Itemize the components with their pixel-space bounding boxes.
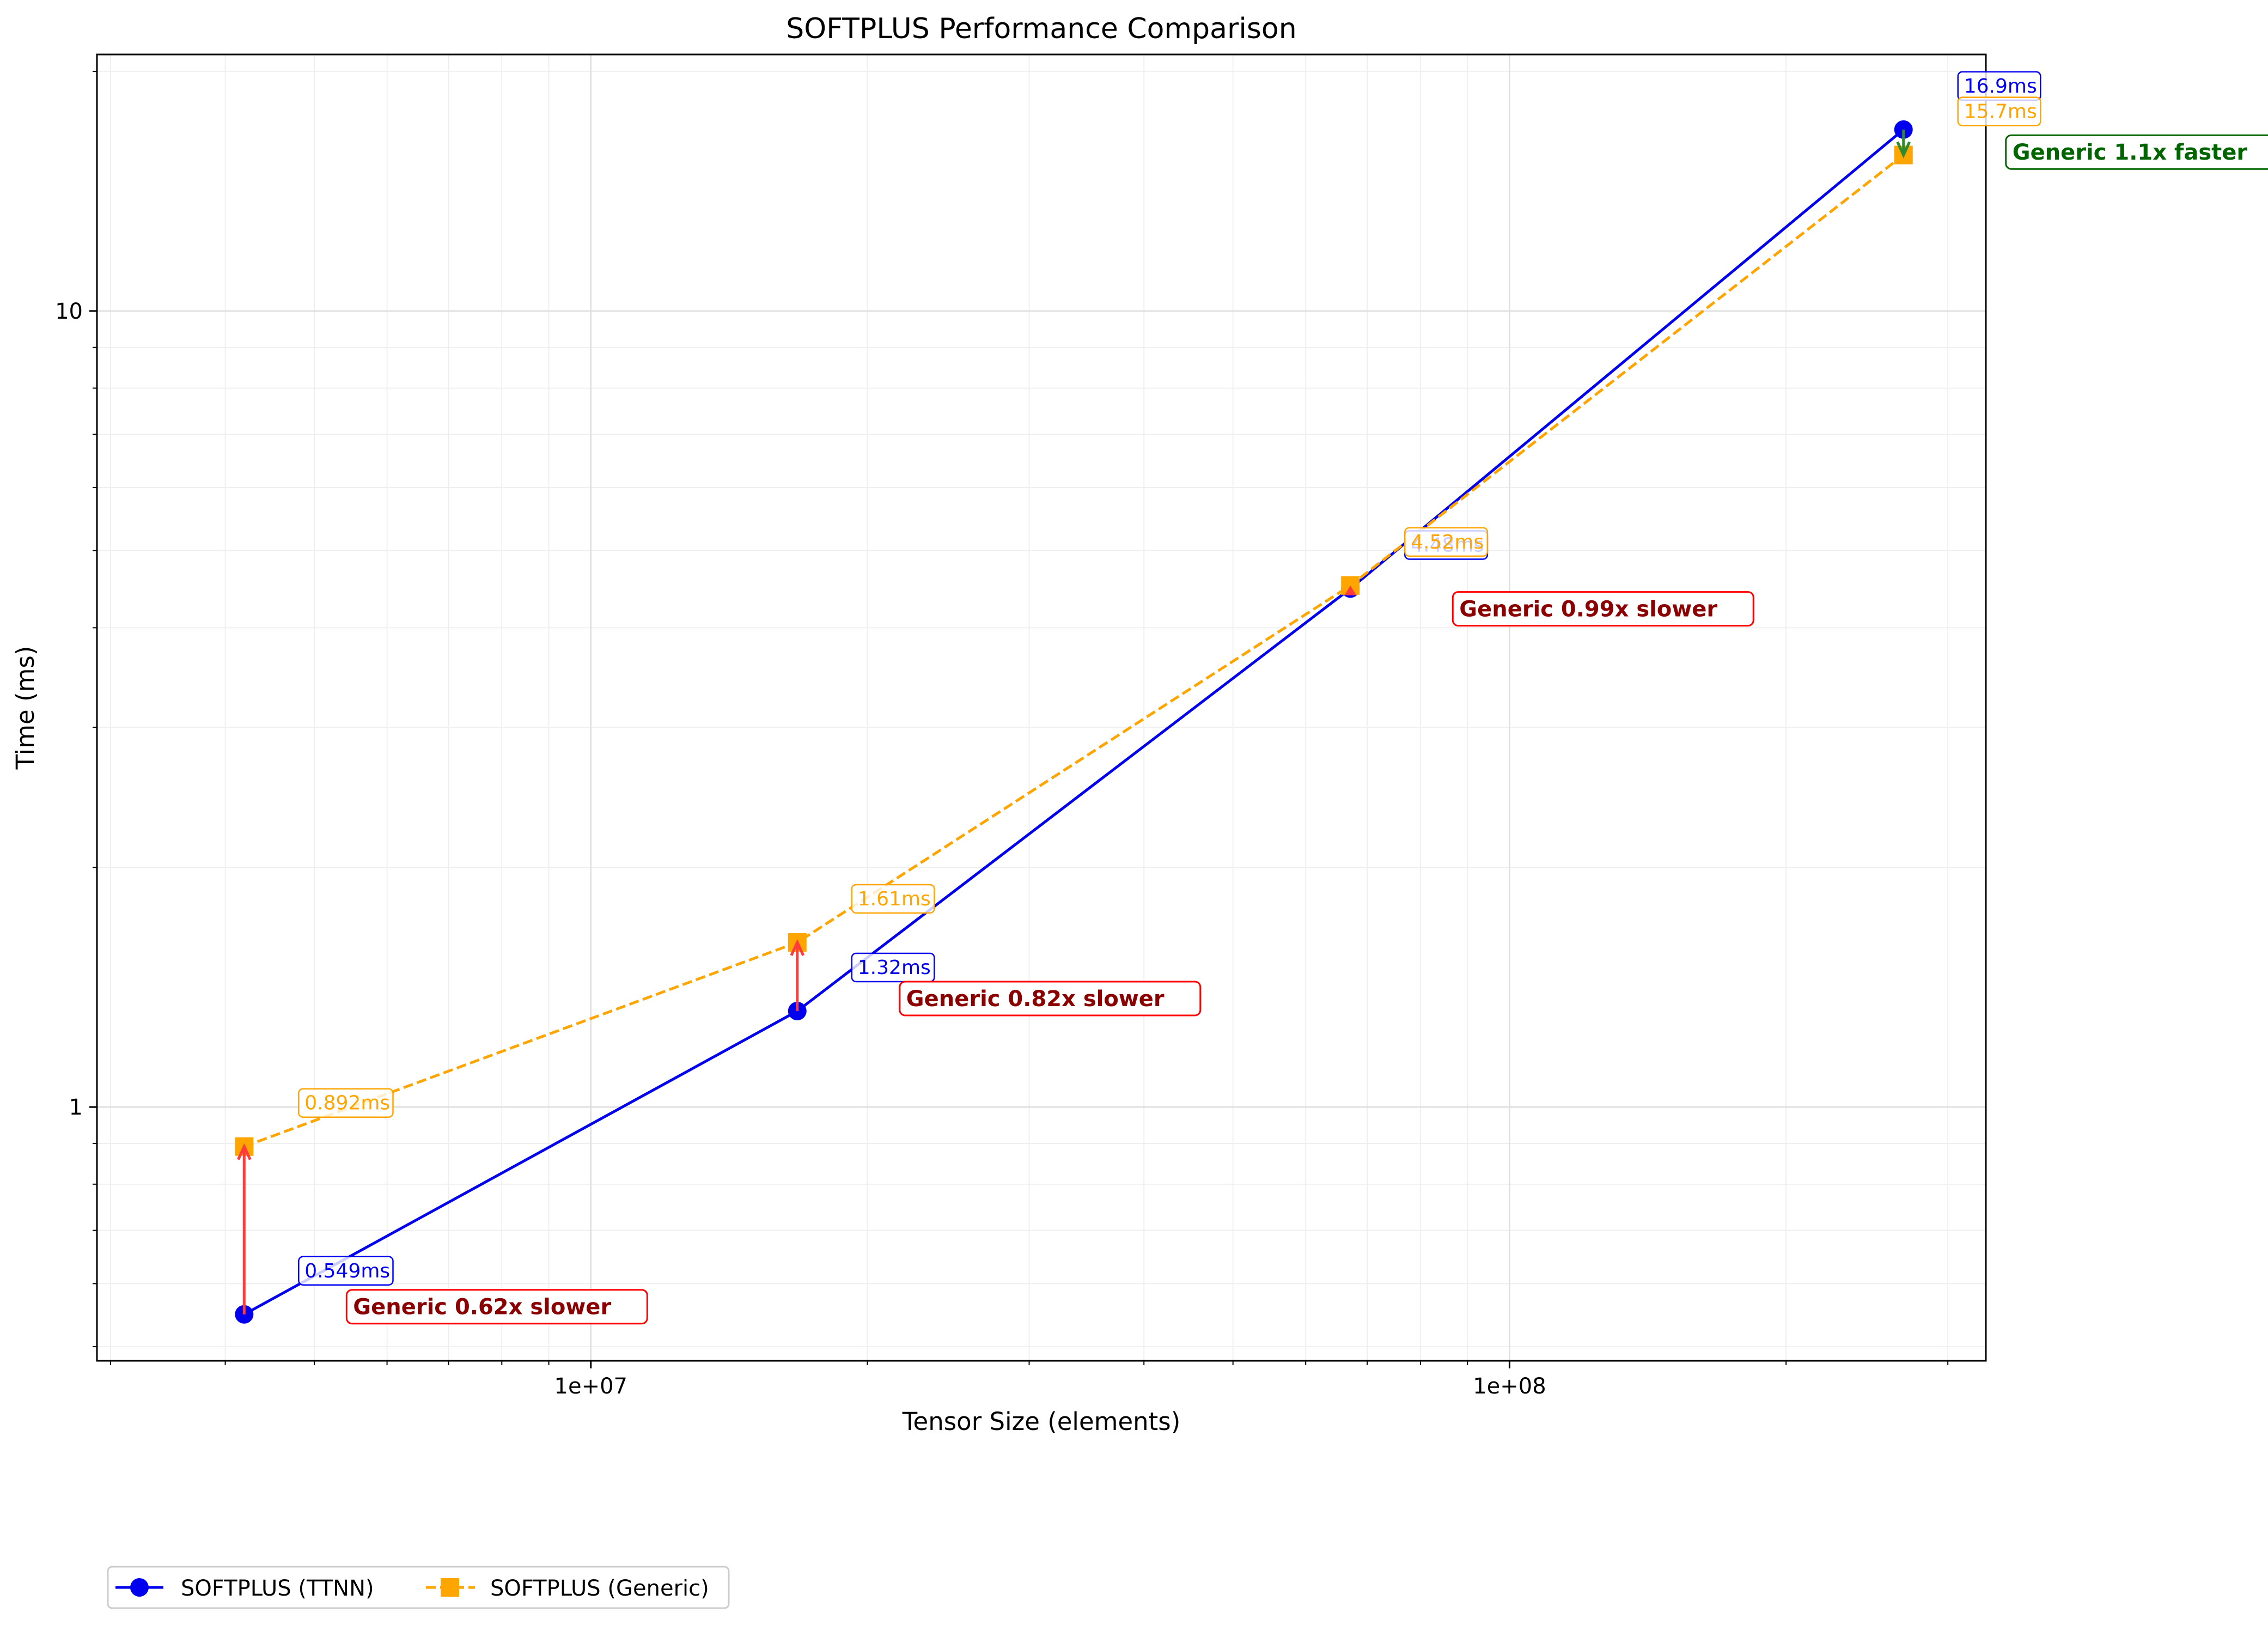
x-tick-label: 1e+08 bbox=[1473, 1374, 1546, 1399]
minor-grid bbox=[97, 54, 1986, 1361]
x-tick-label: 1e+07 bbox=[554, 1374, 627, 1399]
value-label-ttnn: 16.9ms bbox=[1964, 75, 2037, 98]
ratio-annotation-faster: Generic 1.1x faster bbox=[2013, 140, 2248, 165]
plot-area bbox=[96, 53, 1987, 1362]
legend-frame bbox=[107, 1566, 730, 1609]
value-label-generic: 1.61ms bbox=[858, 888, 931, 910]
value-label-generic-box bbox=[851, 884, 935, 914]
comparison-arrowhead bbox=[1344, 585, 1357, 595]
value-label-generic: 4.52ms bbox=[1411, 531, 1484, 553]
ratio-annotation-slower: Generic 0.62x slower bbox=[353, 1295, 611, 1320]
comparison-arrowhead bbox=[1896, 141, 1911, 159]
series-line-ttnn bbox=[243, 128, 1905, 1316]
comparison-arrowhead bbox=[237, 1143, 252, 1160]
value-label-generic-box bbox=[1957, 96, 2041, 126]
legend-marker-generic bbox=[441, 1578, 459, 1597]
y-tick-label: 10 bbox=[55, 299, 83, 324]
legend-label-generic: SOFTPLUS (Generic) bbox=[490, 1576, 709, 1601]
comparison-annotations: Generic 0.62x slower Generic 0.82x slower… bbox=[345, 134, 2268, 1325]
x-axis-label: Tensor Size (elements) bbox=[902, 1407, 1181, 1436]
major-grid bbox=[97, 54, 1986, 1361]
value-labels: 0.549ms1.32ms4.48ms16.9ms0.892ms1.61ms4.… bbox=[298, 71, 2041, 1286]
value-label-generic-box bbox=[298, 1088, 394, 1118]
comparison-arrows bbox=[237, 129, 1911, 1314]
chart-title: SOFTPLUS Performance Comparison bbox=[786, 13, 1296, 45]
comparison-arrowhead bbox=[790, 939, 805, 956]
y-axis-label: Time (ms) bbox=[11, 646, 40, 770]
legend-marker-ttnn bbox=[130, 1578, 149, 1597]
value-label-ttnn: 1.32ms bbox=[858, 957, 931, 979]
legend-label-ttnn: SOFTPLUS (TTNN) bbox=[181, 1576, 374, 1601]
ratio-annotation-slower: Generic 0.99x slower bbox=[1459, 597, 1717, 622]
value-label-ttnn: 0.549ms bbox=[304, 1260, 390, 1282]
annotation-box bbox=[899, 981, 1202, 1017]
annotation-box bbox=[2005, 134, 2268, 170]
value-label-generic: 15.7ms bbox=[1964, 101, 2037, 123]
value-label-generic-box bbox=[1404, 527, 1489, 557]
legend: SOFTPLUS (TTNN) SOFTPLUS (Generic) bbox=[107, 1566, 730, 1609]
value-label-generic: 0.892ms bbox=[304, 1092, 390, 1115]
value-label-ttnn-box bbox=[851, 952, 935, 983]
annotation-box bbox=[1452, 591, 1754, 627]
ratio-annotation-slower: Generic 0.82x slower bbox=[906, 987, 1165, 1012]
y-tick-label: 1 bbox=[69, 1095, 83, 1120]
axis-ticks: 1e+07 1e+08 1 10 bbox=[55, 70, 1949, 1399]
value-label-ttnn-box bbox=[298, 1256, 394, 1286]
annotation-box bbox=[345, 1289, 648, 1325]
